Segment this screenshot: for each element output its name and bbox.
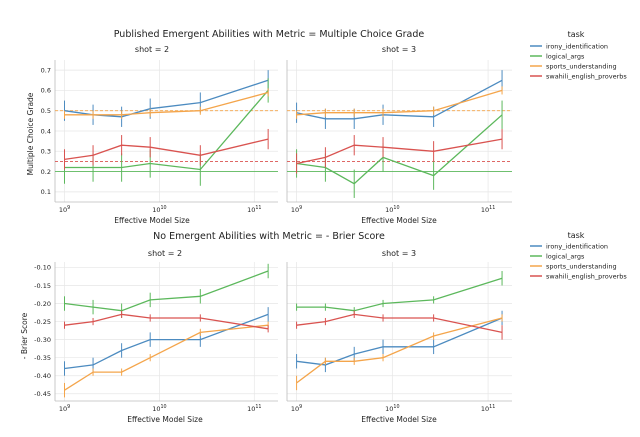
chart-top: Published Emergent Abilities with Metric… <box>26 29 437 225</box>
legend-top-label-irony: irony_identification <box>546 43 608 51</box>
chart-0-ytick-label-5: 0.6 <box>41 87 51 95</box>
chart-1-ytick-label-4: -0.25 <box>34 318 51 326</box>
chart-bottom-panel-left-title: shot = 2 <box>148 249 182 258</box>
chart-1-ytick-label-2: -0.35 <box>34 354 51 362</box>
chart-1-ytick-label-5: -0.20 <box>34 300 51 308</box>
legend-bottom-label-logical: logical_args <box>546 253 585 261</box>
chart-1-panel-0-xtick-label-0: 109 <box>59 404 70 413</box>
chart-1-panel-1-plot: 109 1010 1011 <box>286 262 512 413</box>
chart-top-panel-left-title: shot = 2 <box>135 45 169 54</box>
chart-0-ytick-label-2: 0.3 <box>41 148 51 156</box>
chart-1-ytick-label-7: -0.10 <box>34 264 51 272</box>
chart-bottom-panel-right-title: shot = 3 <box>382 249 416 258</box>
chart-bottom-xlabel-right: Effective Model Size <box>361 415 437 424</box>
legend-bottom-label-irony: irony_identification <box>546 243 608 251</box>
chart-0-panel-1-line-sports_understanding <box>296 89 503 116</box>
chart-0-panel-1-xtick-label-2: 1011 <box>481 205 495 214</box>
chart-0-panel-0-xtick-label-0: 109 <box>59 205 70 214</box>
chart-0-panel-1-xtick-label-1: 1010 <box>385 205 399 214</box>
chart-0-panel-0-line-sports_understanding <box>64 91 269 116</box>
chart-bottom-ylabel: - Brier Score <box>20 312 29 359</box>
chart-0-panel-1-xtick-label-0: 109 <box>291 205 302 214</box>
legend-top-label-logical: logical_args <box>546 53 585 61</box>
chart-1-panel-1-xtick-label-1: 1010 <box>385 404 399 413</box>
chart-1-ytick-label-1: -0.40 <box>34 372 51 380</box>
chart-1-ytick-label-0: -0.45 <box>34 390 51 398</box>
chart-0-ytick-label-0: 0.1 <box>41 188 51 196</box>
chart-bottom-panel-right: shot = 3 <box>382 249 416 258</box>
chart-0-panel-1-line-irony_identification <box>296 79 503 120</box>
chart-top-title: Published Emergent Abilities with Metric… <box>114 29 425 40</box>
chart-0-ytick-label-4: 0.5 <box>41 107 51 115</box>
chart-bottom: No Emergent Abilities with Metric = - Br… <box>20 231 437 424</box>
chart-1-panel-0-line-swahili_english_proverbs <box>64 313 269 330</box>
legend-top-label-swahili: swahili_english_proverbs <box>546 73 627 81</box>
chart-1-panel-1-xtick-label-0: 109 <box>291 404 302 413</box>
chart-1-panel-0-xtick-label-2: 1011 <box>247 404 261 413</box>
legend-bottom-label-swahili: swahili_english_proverbs <box>546 273 627 281</box>
chart-1-ytick-label-6: -0.15 <box>34 282 51 290</box>
chart-bottom-xlabel-left: Effective Model Size <box>127 415 203 424</box>
legend-bottom-label-sports: sports_understanding <box>546 263 617 271</box>
chart-1-panel-1-line-swahili_english_proverbs <box>296 313 503 334</box>
chart-1-ytick-label-3: -0.30 <box>34 336 51 344</box>
chart-1-panel-0-line-logical_args <box>64 270 269 312</box>
chart-0-ytick-label-3: 0.4 <box>41 127 51 135</box>
chart-1-panel-0-xtick-label-1: 1010 <box>152 404 166 413</box>
chart-0-panel-0-plot: 0.1 0.2 0.3 0.4 0.5 0.6 0.7 109 1010 1011 <box>41 60 278 214</box>
chart-top-xlabel-left: Effective Model Size <box>114 216 190 225</box>
chart-bottom-panel-left: shot = 2 <box>148 249 182 258</box>
chart-top-panel-right-title: shot = 3 <box>382 45 416 54</box>
legend-bottom: task irony_identification logical_args s… <box>530 231 627 281</box>
chart-0-panel-0-xtick-label-2: 1011 <box>247 205 261 214</box>
chart-0-panel-0-line-irony_identification <box>64 79 269 118</box>
chart-1-panel-0-plot: -0.45 -0.40 -0.35 -0.30 -0.25 -0.20 -0.15 -0.10… <box>34 262 278 413</box>
chart-0-panel-1-line-logical_args <box>296 114 503 185</box>
chart-0-panel-1-plot: 109 1010 1011 <box>286 60 512 214</box>
chart-top-ylabel: Multiple Choice Grade <box>26 92 35 175</box>
chart-0-panel-1-line-swahili_english_proverbs <box>296 138 503 165</box>
legend-top: task irony_identification logical_args s… <box>530 30 627 81</box>
chart-0-ytick-label-6: 0.7 <box>41 66 51 74</box>
chart-bottom-title: No Emergent Abilities with Metric = - Br… <box>153 231 385 242</box>
chart-1-panel-0-line-sports_understanding <box>64 324 269 391</box>
chart-0-panel-0-line-logical_args <box>64 89 269 171</box>
chart-top-panel-left: shot = 2 <box>135 45 169 54</box>
legend-top-title: task <box>568 30 585 39</box>
chart-1-panel-0-line-irony_identification <box>64 313 269 370</box>
chart-0-ytick-label-1: 0.2 <box>41 168 51 176</box>
chart-top-panel-right: shot = 3 <box>382 45 416 54</box>
chart-0-panel-0-xtick-label-1: 1010 <box>152 205 166 214</box>
chart-1-panel-1-line-logical_args <box>296 277 503 312</box>
legend-bottom-title: task <box>568 231 585 240</box>
chart-1-panel-1-line-sports_understanding <box>296 317 503 384</box>
chart-1-panel-1-xtick-label-2: 1011 <box>481 404 495 413</box>
chart-0-panel-0-line-swahili_english_proverbs <box>64 138 269 161</box>
legend-top-label-sports: sports_understanding <box>546 63 617 71</box>
chart-top-xlabel-right: Effective Model Size <box>361 216 437 225</box>
